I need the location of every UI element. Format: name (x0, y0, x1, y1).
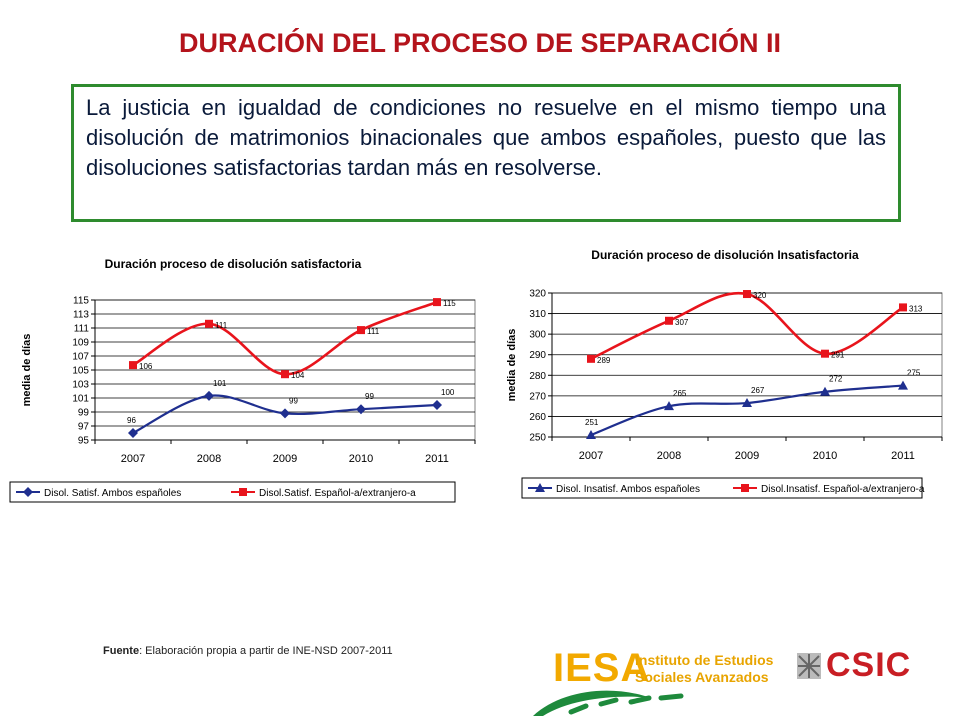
sat-y-tick-label: 105 (72, 366, 89, 377)
ins-series-0-point (586, 429, 596, 439)
sat-x-tick-label: 2007 (121, 453, 145, 465)
sat-series-1-point (357, 326, 365, 335)
ins-series-0-point (820, 386, 830, 396)
ins-x-tick-label: 2010 (813, 450, 837, 462)
iesa-line2: Sociales Avanzados (635, 669, 769, 685)
sat-x-tick-label: 2008 (197, 453, 221, 465)
ins-series-1-data-label: 313 (909, 304, 923, 313)
csic-mark: CSIC (826, 646, 912, 684)
ins-series-0-data-label: 272 (829, 375, 843, 384)
sat-legend-marker (239, 488, 247, 496)
ins-plot-area (551, 292, 943, 438)
source-text: : Elaboración propia a partir de INE-NSD… (139, 645, 393, 657)
ins-legend-marker (741, 484, 749, 492)
sat-series-1-point (281, 370, 289, 379)
sat-series-0-point (432, 400, 442, 410)
ins-series-1-point (587, 354, 595, 363)
summary-box: La justicia en igualdad de condiciones n… (71, 84, 901, 222)
sat-y-tick-label: 109 (72, 338, 89, 349)
sat-series-0-data-label: 100 (441, 388, 455, 397)
ins-y-tick-label: 310 (529, 309, 546, 320)
ins-y-tick-label: 320 (529, 289, 546, 300)
ins-series-0-data-label: 265 (673, 389, 687, 398)
sat-y-tick-label: 101 (72, 394, 89, 405)
sat-series-0-data-label: 101 (213, 379, 227, 388)
ins-series-1-data-label: 307 (675, 318, 689, 327)
sat-series-0-data-label: 96 (127, 416, 136, 425)
sat-legend-marker (23, 487, 33, 497)
sat-y-tick-label: 111 (74, 324, 90, 335)
csic-emblem-icon (797, 653, 821, 679)
ins-series-0-data-label: 267 (751, 386, 765, 395)
sat-y-tick-label: 97 (78, 422, 90, 433)
ins-y-tick-label: 280 (529, 371, 546, 382)
ins-y-tick-label: 290 (529, 350, 546, 361)
sat-series-1-data-label: 106 (139, 362, 153, 371)
ins-legend-marker (535, 483, 545, 492)
source-note: Fuente: Elaboración propia a partir de I… (103, 645, 393, 657)
ins-y-tick-label: 270 (529, 391, 546, 402)
sat-series-1-data-label: 111 (215, 321, 228, 330)
ins-y-axis-label: media de días (506, 329, 518, 402)
ins-series-1-point (899, 303, 907, 312)
sat-legend-label: Disol. Satisf. Ambos españoles (44, 488, 181, 499)
sat-x-tick-label: 2010 (349, 453, 373, 465)
sat-series-1-data-label: 115 (443, 299, 456, 308)
ins-legend-label: Disol.Insatisf. Español-a/extranjero-a (761, 484, 925, 495)
sat-y-tick-label: 99 (78, 408, 90, 419)
ins-series-0-point (742, 398, 752, 408)
ins-series-1-point (665, 316, 673, 325)
sat-series-1-data-label: 104 (291, 371, 305, 380)
sat-x-tick-label: 2011 (425, 453, 449, 465)
sat-y-tick-label: 107 (72, 352, 89, 363)
page-title: DURACIÓN DEL PROCESO DE SEPARACIÓN II (178, 28, 782, 58)
sat-legend-label: Disol.Satisf. Español-a/extranjero-a (259, 488, 416, 499)
ins-x-tick-label: 2008 (657, 450, 681, 462)
ins-series-0-data-label: 251 (585, 418, 599, 427)
sat-series-0-data-label: 99 (365, 392, 374, 401)
ins-y-tick-label: 300 (529, 330, 546, 341)
sat-series-0-point (204, 390, 214, 401)
ins-legend-label: Disol. Insatisf. Ambos españoles (556, 484, 700, 495)
ins-series-1-point (743, 290, 751, 299)
ins-chart-title: Duración proceso de disolución Insatisfa… (591, 248, 859, 262)
ins-series-0-point (898, 380, 908, 390)
ins-series-1-data-label: 291 (831, 351, 845, 360)
source-label: Fuente (103, 645, 140, 657)
iesa-swoosh-icon (533, 690, 684, 716)
sat-series-1-point (433, 298, 441, 307)
ins-x-tick-label: 2007 (579, 450, 603, 462)
sat-series-0-point (128, 428, 138, 438)
ins-x-tick-label: 2011 (891, 450, 915, 462)
sat-y-tick-label: 115 (73, 296, 89, 307)
sat-series-1-point (129, 361, 137, 370)
ins-y-tick-label: 250 (529, 433, 546, 444)
sat-y-tick-label: 113 (73, 310, 89, 321)
ins-legend-box (521, 477, 923, 499)
sat-series-1-point (205, 319, 213, 328)
ins-series-1-point (821, 349, 829, 358)
sat-y-axis-label: media de días (21, 334, 33, 407)
ins-x-tick-label: 2009 (735, 450, 759, 462)
ins-y-tick-label: 260 (529, 412, 546, 423)
ins-series-1-data-label: 320 (753, 291, 767, 300)
iesa-line1: Instituto de Estudios (635, 652, 774, 668)
sat-y-tick-label: 103 (72, 380, 89, 391)
ins-series-0-point (664, 401, 674, 411)
sat-y-tick-label: 95 (78, 436, 90, 447)
sat-series-0-data-label: 99 (289, 396, 298, 405)
iesa-mark: IESA (553, 646, 651, 690)
sat-series-0-point (356, 404, 366, 415)
sat-series-1-data-label: 111 (367, 327, 380, 336)
sat-series-0-point (280, 408, 290, 419)
ins-series-0-data-label: 275 (907, 369, 921, 378)
sat-chart-title: Duración proceso de disolución satisfact… (105, 257, 362, 271)
ins-series-1-data-label: 289 (597, 356, 611, 365)
sat-x-tick-label: 2009 (273, 453, 297, 465)
